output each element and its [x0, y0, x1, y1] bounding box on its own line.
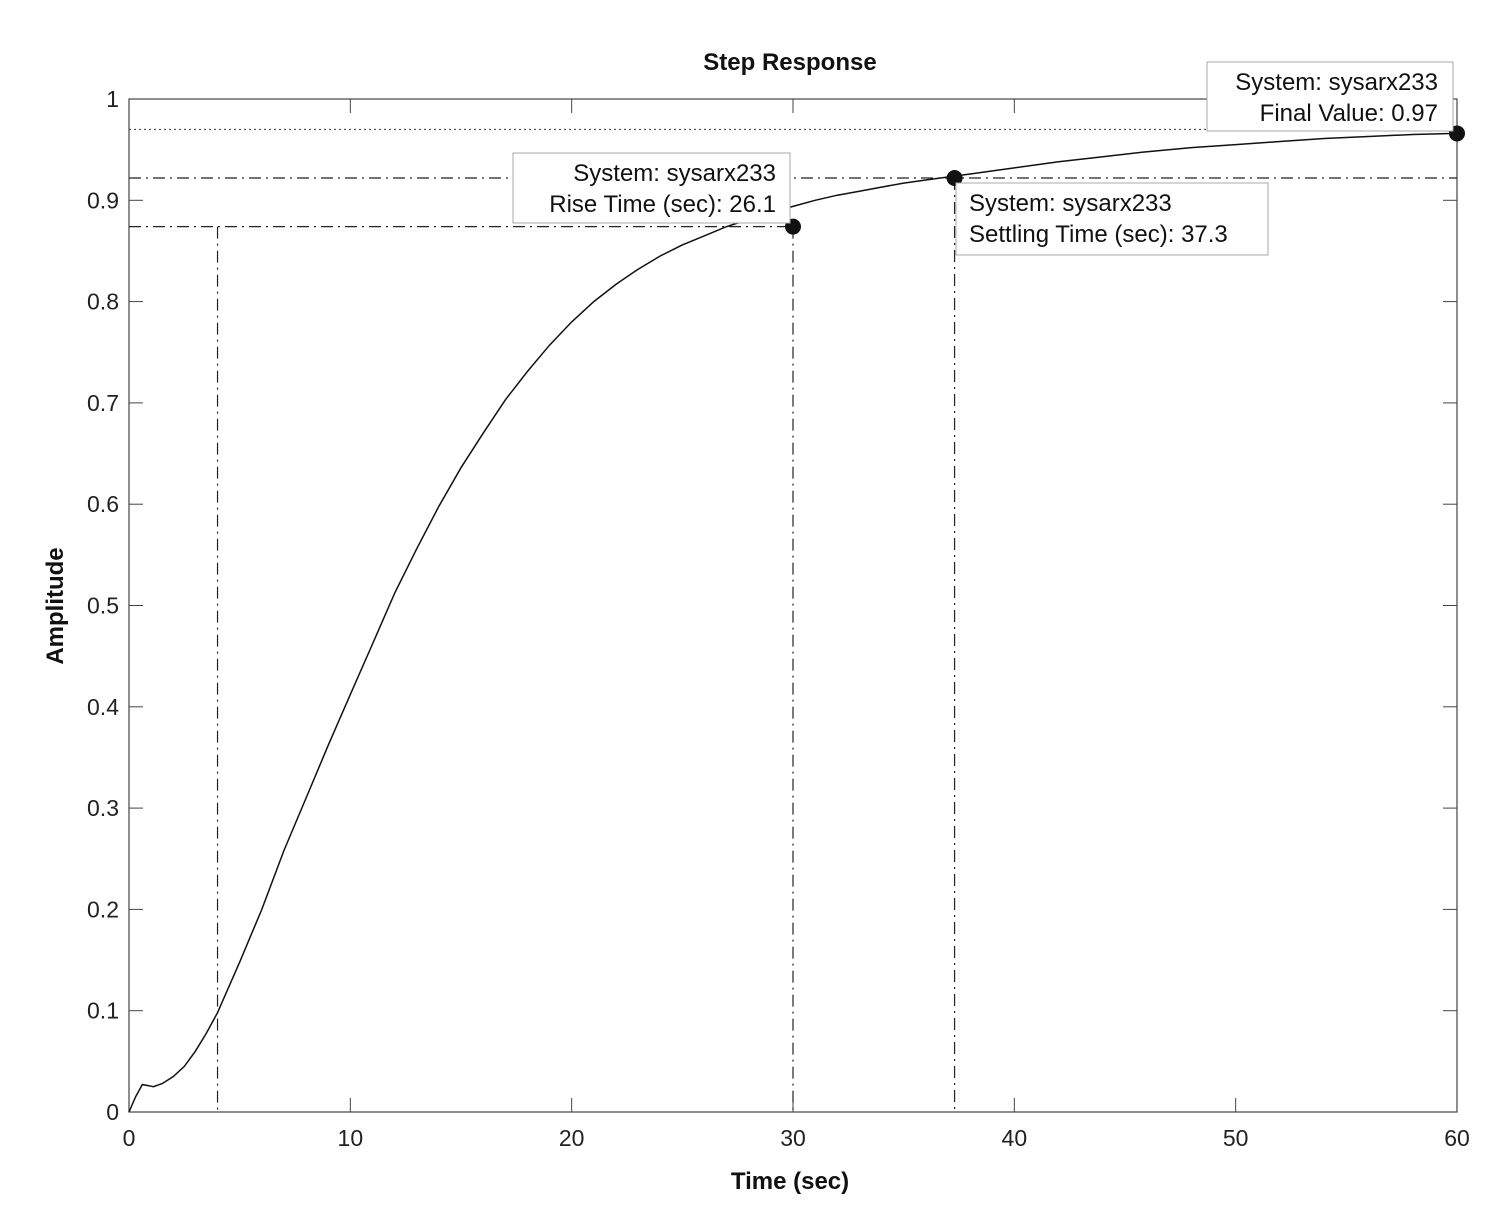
y-tick-label: 0.5: [87, 593, 119, 619]
x-tick-label: 30: [780, 1125, 806, 1151]
x-tick-label: 0: [123, 1125, 136, 1151]
x-axis-label: Time (sec): [731, 1168, 849, 1195]
settling-time-marker[interactable]: [946, 170, 963, 187]
y-tick-label: 0.7: [87, 390, 119, 416]
y-tick-label: 0.4: [87, 694, 119, 720]
x-tick-label: 50: [1223, 1125, 1249, 1151]
rise-time-datatip[interactable]: System: sysarx233 Rise Time (sec): 26.1: [512, 152, 791, 224]
rise-time-datatip-line: Rise Time (sec): 26.1: [549, 191, 776, 218]
final-value-datatip-box: [1206, 61, 1454, 132]
x-tick-label: 40: [1002, 1125, 1028, 1151]
final-value-datatip[interactable]: System: sysarx233 Final Value: 0.97: [1206, 61, 1454, 132]
settling-time-datatip-line: Settling Time (sec): 37.3: [969, 221, 1228, 248]
y-axis-label: Amplitude: [42, 547, 69, 664]
reference-lines: [129, 128, 1457, 1112]
chart-title: Step Response: [703, 49, 876, 76]
y-tick-label: 0: [106, 1099, 119, 1125]
y-tick-label: 0.6: [87, 491, 119, 517]
rise-time-datatip-box: [512, 152, 791, 224]
axis-ticks: 0 10 20 30 40 50 60 0 0.1 0.2 0.3 0.4 0.5 0.6 0.7 0.8 0.…: [87, 86, 1470, 1151]
series-layer: [128, 132, 1458, 1113]
x-tick-label: 60: [1444, 1125, 1470, 1151]
settling-time-datatip-box: [955, 182, 1269, 256]
y-tick-label: 0.9: [87, 187, 119, 213]
rise-time-datatip-line: System: sysarx233: [573, 160, 776, 187]
x-tick-label: 10: [338, 1125, 364, 1151]
y-tick-label: 0.8: [87, 289, 119, 315]
y-tick-label: 0.1: [87, 998, 119, 1024]
final-value-datatip-line: Final Value: 0.97: [1260, 100, 1438, 127]
settling-time-datatip-line: System: sysarx233: [969, 190, 1172, 217]
y-tick-label: 0.2: [87, 896, 119, 922]
settling-time-datatip[interactable]: System: sysarx233 Settling Time (sec): 37…: [955, 182, 1269, 256]
x-tick-label: 20: [559, 1125, 585, 1151]
final-value-datatip-line: System: sysarx233: [1235, 69, 1438, 96]
y-tick-label: 1: [106, 86, 119, 112]
step-response-line: [128, 132, 1458, 1113]
y-tick-label: 0.3: [87, 795, 119, 821]
